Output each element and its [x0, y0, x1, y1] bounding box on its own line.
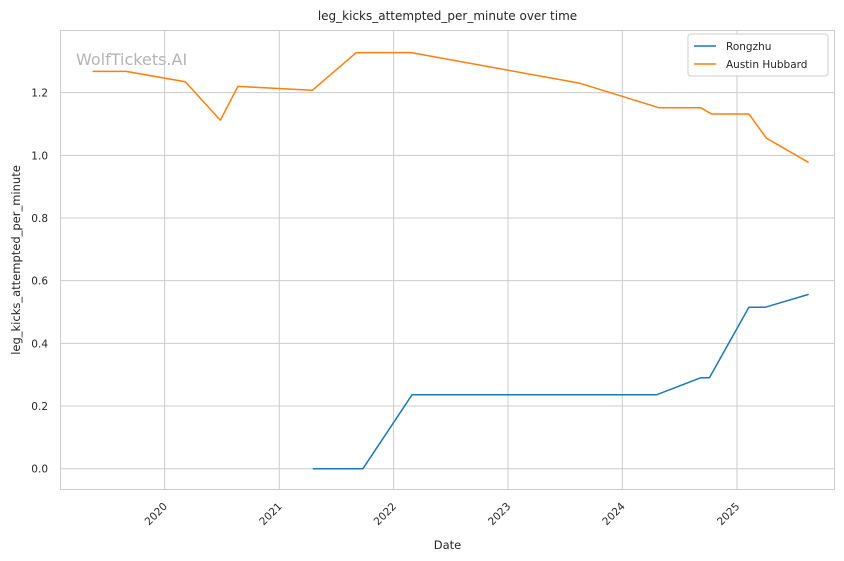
y-tick-label: 0.2	[31, 401, 48, 413]
plot-frame	[60, 30, 835, 490]
y-tick-label: 0.6	[31, 276, 48, 288]
y-tick-label: 0.8	[31, 213, 48, 225]
series-line-austin-hubbard	[92, 51, 809, 163]
series-line-rongzhu	[312, 293, 809, 470]
chart-title: leg_kicks_attempted_per_minute over time	[318, 9, 577, 23]
legend-entry: Austin Hubbard	[726, 59, 807, 71]
x-axis-label: Date	[434, 538, 462, 552]
y-tick-label: 1.0	[31, 150, 48, 162]
y-tick-label: 1.2	[31, 88, 48, 100]
legend-entry: Rongzhu	[726, 41, 771, 53]
plot-background	[60, 30, 835, 490]
series-layer	[92, 51, 809, 470]
grid	[60, 30, 835, 490]
legend-box	[687, 33, 829, 77]
y-axis-label: leg_kicks_attempted_per_minute	[9, 165, 23, 355]
y-tick-label: 0.4	[31, 338, 48, 350]
y-tick-label: 0.0	[31, 464, 48, 476]
watermark: WolfTickets.AI	[76, 50, 187, 69]
legend: Rongzhu Austin Hubbard	[687, 33, 829, 77]
